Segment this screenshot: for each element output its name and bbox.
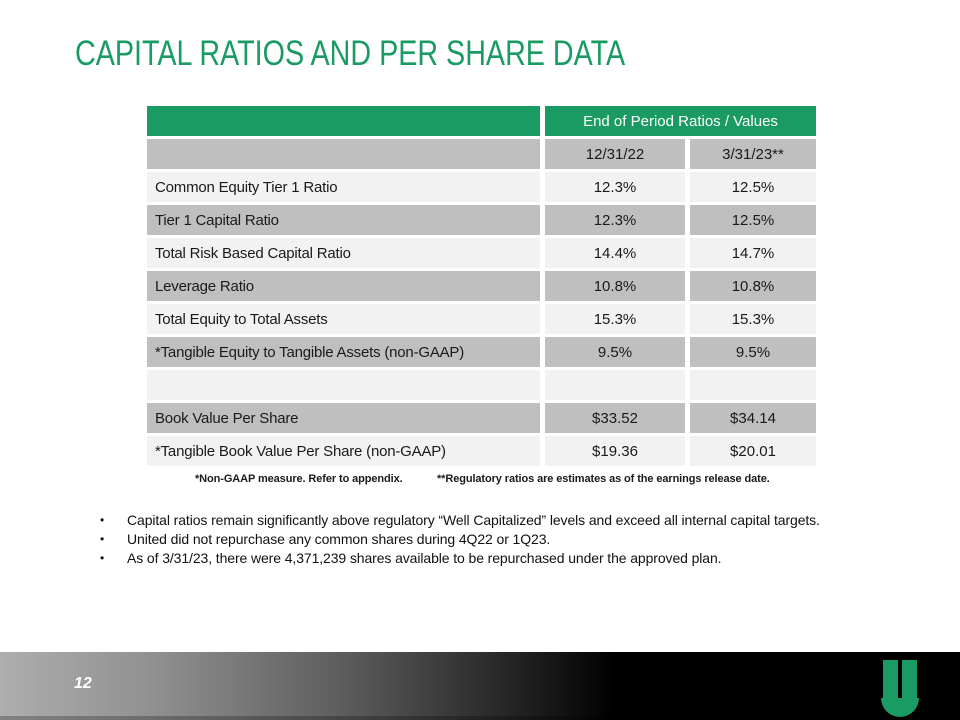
row-value-1: 12.3% (545, 205, 685, 235)
date-spacer-cell (147, 139, 540, 169)
table-row: Total Risk Based Capital Ratio 14.4% 14.… (147, 238, 816, 268)
table-row: Leverage Ratio 10.8% 10.8% (147, 271, 816, 301)
row-value-2: $20.01 (690, 436, 816, 466)
table-row: Common Equity Tier 1 Ratio 12.3% 12.5% (147, 172, 816, 202)
row-label: Total Equity to Total Assets (147, 304, 540, 334)
spacer-cell (545, 370, 685, 400)
column-header-date2: 3/31/23** (690, 139, 816, 169)
spacer-cell (147, 370, 540, 400)
footer-band: 12 (0, 652, 960, 720)
footnote-regulatory: **Regulatory ratios are estimates as of … (437, 473, 770, 485)
bullet-text: Capital ratios remain significantly abov… (127, 512, 820, 528)
column-header-date1: 12/31/22 (545, 139, 685, 169)
row-value-1: 10.8% (545, 271, 685, 301)
bullet-icon: • (100, 532, 105, 546)
bullet-text: United did not repurchase any common sha… (127, 531, 551, 547)
row-value-2: 12.5% (690, 205, 816, 235)
row-value-1: 15.3% (545, 304, 685, 334)
row-label: *Tangible Equity to Tangible Assets (non… (147, 337, 540, 367)
bullet-icon: • (100, 513, 105, 527)
table-row: *Tangible Book Value Per Share (non-GAAP… (147, 436, 816, 466)
table-row: Total Equity to Total Assets 15.3% 15.3% (147, 304, 816, 334)
capital-ratios-table: End of Period Ratios / Values 12/31/22 3… (147, 106, 816, 469)
table-header-row: End of Period Ratios / Values (147, 106, 816, 136)
row-value-2: 10.8% (690, 271, 816, 301)
page-title: CAPITAL RATIOS AND PER SHARE DATA (75, 34, 626, 73)
row-value-2: 9.5% (690, 337, 816, 367)
united-u-logo-icon (881, 660, 919, 717)
table-date-row: 12/31/22 3/31/23** (147, 139, 816, 169)
bullet-icon: • (100, 551, 105, 565)
row-value-1: $33.52 (545, 403, 685, 433)
row-label: Total Risk Based Capital Ratio (147, 238, 540, 268)
row-value-1: 12.3% (545, 172, 685, 202)
logo-bar-right (902, 660, 917, 698)
bullet-list: • Capital ratios remain significantly ab… (100, 511, 830, 568)
row-value-2: 12.5% (690, 172, 816, 202)
row-label: Tier 1 Capital Ratio (147, 205, 540, 235)
row-value-2: $34.14 (690, 403, 816, 433)
row-value-2: 14.7% (690, 238, 816, 268)
logo-semicircle (881, 698, 919, 717)
row-label: Common Equity Tier 1 Ratio (147, 172, 540, 202)
row-value-2: 15.3% (690, 304, 816, 334)
row-label: Leverage Ratio (147, 271, 540, 301)
list-item: • Capital ratios remain significantly ab… (100, 511, 830, 530)
row-label: Book Value Per Share (147, 403, 540, 433)
list-item: • United did not repurchase any common s… (100, 530, 830, 549)
table-row: Book Value Per Share $33.52 $34.14 (147, 403, 816, 433)
header-spacer-cell (147, 106, 540, 136)
table-row: Tier 1 Capital Ratio 12.3% 12.5% (147, 205, 816, 235)
table-row: *Tangible Equity to Tangible Assets (non… (147, 337, 816, 367)
row-value-1: 9.5% (545, 337, 685, 367)
row-value-1: 14.4% (545, 238, 685, 268)
bullet-text: As of 3/31/23, there were 4,371,239 shar… (127, 550, 722, 566)
list-item: • As of 3/31/23, there were 4,371,239 sh… (100, 549, 830, 568)
spacer-cell (690, 370, 816, 400)
table-spacer-row (147, 370, 816, 400)
page-number: 12 (74, 675, 92, 692)
row-value-1: $19.36 (545, 436, 685, 466)
logo-bar-left (883, 660, 898, 698)
footnote-non-gaap: *Non-GAAP measure. Refer to appendix. (195, 473, 403, 485)
row-label: *Tangible Book Value Per Share (non-GAAP… (147, 436, 540, 466)
table-header-title: End of Period Ratios / Values (545, 106, 816, 136)
